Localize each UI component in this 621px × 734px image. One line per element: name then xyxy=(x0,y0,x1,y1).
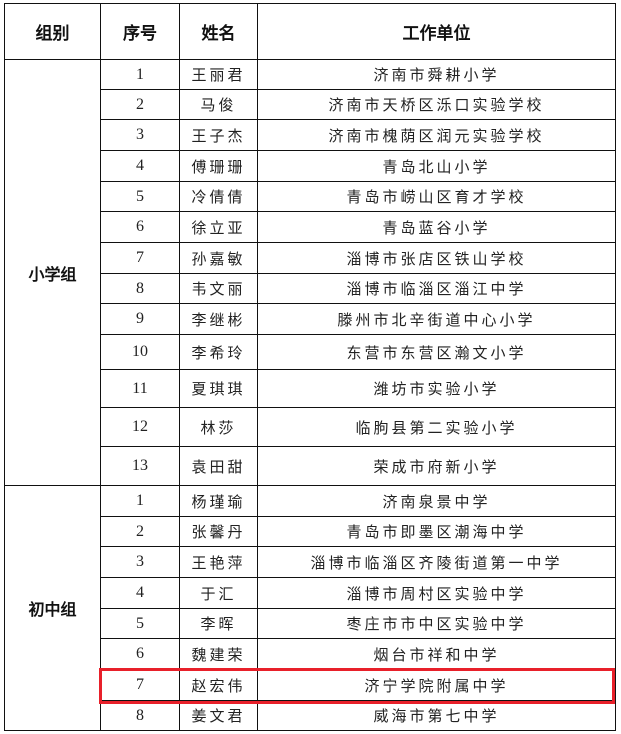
group-label: 初中组 xyxy=(4,485,101,731)
row-unit: 青岛市崂山区育才学校 xyxy=(257,181,616,212)
row-name: 马俊 xyxy=(179,89,258,120)
row-unit: 济南市槐荫区润元实验学校 xyxy=(257,119,616,151)
row-unit: 青岛北山小学 xyxy=(257,150,616,182)
row-name: 冷倩倩 xyxy=(179,181,258,212)
row-unit: 青岛市即墨区潮海中学 xyxy=(257,516,616,547)
row-index: 13 xyxy=(100,446,180,486)
header-name: 姓名 xyxy=(179,3,258,60)
table-row: 13 袁田甜 荣成市府新小学 xyxy=(5,446,616,486)
table-row: 8 姜文君 威海市第七中学 xyxy=(5,700,616,731)
row-index: 3 xyxy=(100,546,180,578)
row-index: 8 xyxy=(100,700,180,731)
row-unit: 东营市东营区瀚文小学 xyxy=(257,334,616,370)
row-index: 1 xyxy=(100,485,180,517)
row-index: 4 xyxy=(100,577,180,609)
table-row: 2 马俊 济南市天桥区泺口实验学校 xyxy=(5,89,616,120)
row-unit: 济南市天桥区泺口实验学校 xyxy=(257,89,616,120)
row-index: 5 xyxy=(100,181,180,212)
row-name: 魏建荣 xyxy=(179,638,258,670)
row-index: 4 xyxy=(100,150,180,182)
row-name: 王子杰 xyxy=(179,119,258,151)
row-index: 3 xyxy=(100,119,180,151)
table-row: 8 韦文丽 淄博市临淄区淄江中学 xyxy=(5,273,616,304)
row-name: 杨瑾瑜 xyxy=(179,485,258,517)
row-index: 7 xyxy=(100,242,180,274)
row-index: 8 xyxy=(100,273,180,304)
row-name: 袁田甜 xyxy=(179,446,258,486)
row-index: 6 xyxy=(100,211,180,243)
row-unit: 淄博市临淄区齐陵街道第一中学 xyxy=(257,546,616,578)
row-unit: 荣成市府新小学 xyxy=(257,446,616,486)
row-name: 夏琪琪 xyxy=(179,369,258,408)
header-index: 序号 xyxy=(100,3,180,60)
row-name: 韦文丽 xyxy=(179,273,258,304)
row-index: 10 xyxy=(100,334,180,370)
awardee-table: 组别 序号 姓名 工作单位 小学组 1 王丽君 济南市舜耕小学 2 马俊 济南市天桥区泺口实… xyxy=(4,3,616,731)
row-name: 姜文君 xyxy=(179,700,258,731)
row-unit: 济南泉景中学 xyxy=(257,485,616,517)
row-name: 于汇 xyxy=(179,577,258,609)
row-name: 李希玲 xyxy=(179,334,258,370)
header-group: 组别 xyxy=(4,3,101,60)
row-index: 5 xyxy=(100,608,180,639)
table-row: 小学组 1 王丽君 济南市舜耕小学 xyxy=(4,59,616,486)
row-unit: 临朐县第二实验小学 xyxy=(257,407,616,447)
header-unit: 工作单位 xyxy=(257,3,616,60)
row-unit: 威海市第七中学 xyxy=(257,700,616,731)
table-row: 11 夏琪琪 潍坊市实验小学 xyxy=(5,369,616,408)
row-unit: 济宁学院附属中学 xyxy=(257,669,616,701)
table-row: 6 徐立亚 青岛蓝谷小学 xyxy=(5,211,616,243)
row-unit: 枣庄市市中区实验中学 xyxy=(257,608,616,639)
table-row: 4 于汇 淄博市周村区实验中学 xyxy=(5,577,616,609)
row-unit: 淄博市张店区铁山学校 xyxy=(257,242,616,274)
row-unit: 潍坊市实验小学 xyxy=(257,369,616,408)
group-label: 小学组 xyxy=(4,59,101,486)
row-name: 王艳萍 xyxy=(179,546,258,578)
row-name: 张馨丹 xyxy=(179,516,258,547)
row-unit: 滕州市北辛街道中心小学 xyxy=(257,303,616,335)
table-row: 9 李继彬 滕州市北辛街道中心小学 xyxy=(5,303,616,335)
table-row: 10 李希玲 东营市东营区瀚文小学 xyxy=(5,334,616,370)
row-index: 11 xyxy=(100,369,180,408)
row-unit: 济南市舜耕小学 xyxy=(257,59,616,90)
row-index: 2 xyxy=(100,516,180,547)
table-row: 初中组 1 杨瑾瑜 济南泉景中学 xyxy=(4,485,616,731)
row-index: 1 xyxy=(100,59,180,90)
table-row: 3 王子杰 济南市槐荫区润元实验学校 xyxy=(5,119,616,151)
row-unit: 淄博市临淄区淄江中学 xyxy=(257,273,616,304)
header-row: 组别 序号 姓名 工作单位 xyxy=(4,3,616,60)
row-name: 李晖 xyxy=(179,608,258,639)
row-name: 李继彬 xyxy=(179,303,258,335)
row-name: 赵宏伟 xyxy=(179,669,258,701)
row-name: 林莎 xyxy=(179,407,258,447)
row-name: 傅珊珊 xyxy=(179,150,258,182)
row-unit: 烟台市祥和中学 xyxy=(257,638,616,670)
row-name: 徐立亚 xyxy=(179,211,258,243)
row-index: 2 xyxy=(100,89,180,120)
row-unit: 青岛蓝谷小学 xyxy=(257,211,616,243)
table-row: 5 冷倩倩 青岛市崂山区育才学校 xyxy=(5,181,616,212)
row-index: 6 xyxy=(100,638,180,670)
table-row: 3 王艳萍 淄博市临淄区齐陵街道第一中学 xyxy=(5,546,616,578)
row-index: 12 xyxy=(100,407,180,447)
row-unit: 淄博市周村区实验中学 xyxy=(257,577,616,609)
row-name: 孙嘉敏 xyxy=(179,242,258,274)
row-index: 7 xyxy=(100,669,180,701)
row-index: 9 xyxy=(100,303,180,335)
row-name: 王丽君 xyxy=(179,59,258,90)
